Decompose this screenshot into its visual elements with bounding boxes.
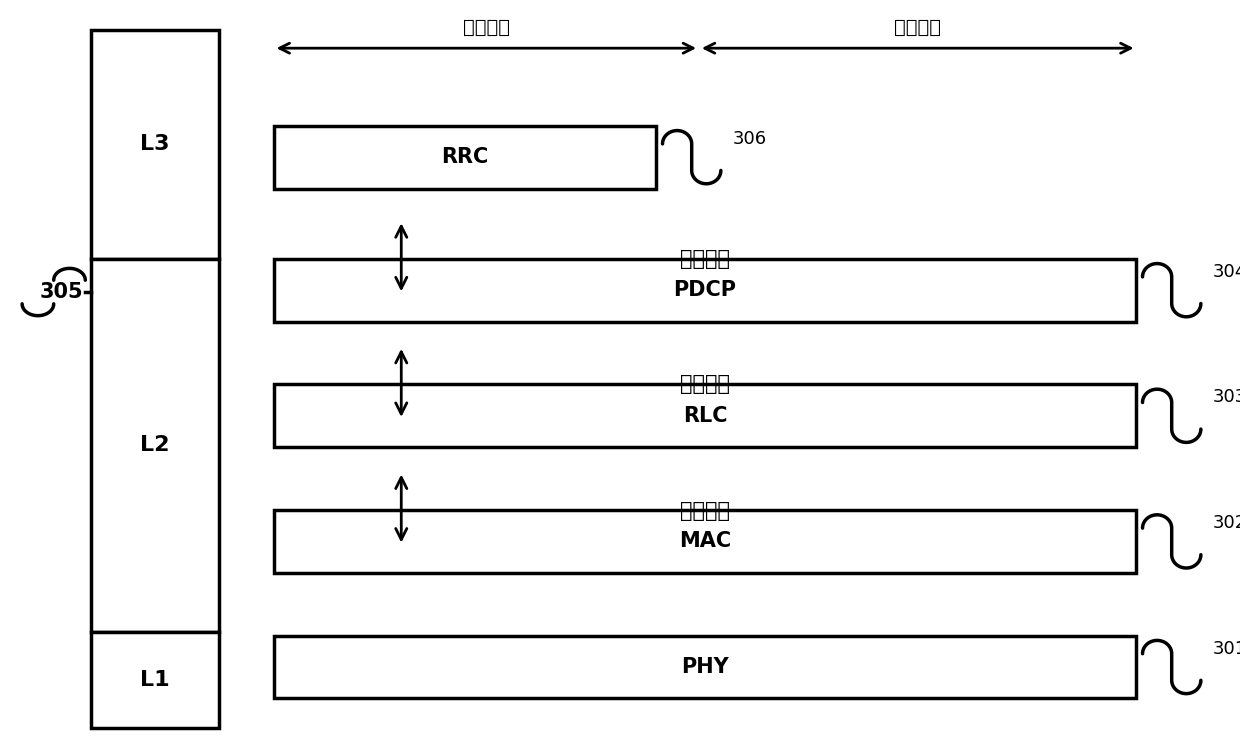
- Bar: [274, 385, 1136, 447]
- Text: 301: 301: [1213, 639, 1240, 657]
- Text: 逻辑信道: 逻辑信道: [680, 375, 730, 394]
- Bar: [92, 632, 219, 728]
- Text: 302: 302: [1213, 514, 1240, 532]
- Text: 304: 304: [1213, 262, 1240, 280]
- Bar: [274, 636, 1136, 698]
- Text: 用户平面: 用户平面: [894, 18, 941, 37]
- Text: L2: L2: [140, 435, 170, 455]
- Text: L1: L1: [140, 670, 170, 690]
- Text: 无线承载: 无线承载: [680, 249, 730, 268]
- Text: PHY: PHY: [681, 657, 729, 677]
- Text: PDCP: PDCP: [673, 280, 737, 300]
- Bar: [274, 510, 1136, 573]
- Text: 传输信道: 传输信道: [680, 501, 730, 522]
- Text: RRC: RRC: [441, 147, 489, 167]
- Text: 305: 305: [40, 282, 83, 302]
- Text: 控制平面: 控制平面: [463, 18, 510, 37]
- Bar: [274, 126, 656, 188]
- Bar: [92, 29, 219, 259]
- Bar: [274, 259, 1136, 321]
- Bar: [92, 259, 219, 632]
- Text: MAC: MAC: [680, 532, 732, 551]
- Text: 303: 303: [1213, 388, 1240, 406]
- Text: L3: L3: [140, 134, 170, 155]
- Text: RLC: RLC: [683, 406, 728, 426]
- Text: 306: 306: [733, 130, 768, 148]
